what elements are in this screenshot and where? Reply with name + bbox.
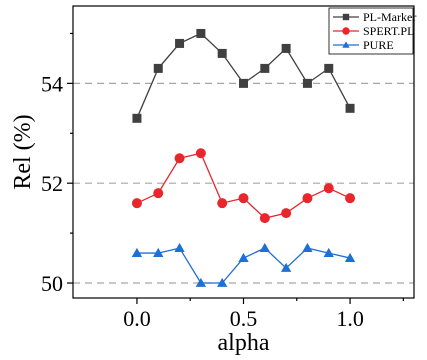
tick-layer: 0.0 0.5 1.0 50 52 54 xyxy=(41,32,404,331)
data-point-spert-pl xyxy=(259,213,270,224)
series-line-pl-marker xyxy=(136,32,351,119)
data-point-pure xyxy=(238,252,249,262)
data-point-pl-marker xyxy=(281,43,291,53)
legend-label-pl-marker: PL-Marker xyxy=(363,10,416,24)
x-axis-title: alpha xyxy=(218,330,270,356)
y-tick-label: 50 xyxy=(41,271,63,296)
legend-marker-pl-marker xyxy=(342,13,350,21)
data-point-pure xyxy=(302,242,313,252)
data-point-spert-pl xyxy=(153,188,164,199)
data-point-pl-marker xyxy=(196,28,206,38)
data-point-pl-marker xyxy=(217,48,227,58)
data-point-pure xyxy=(153,247,164,257)
data-point-pure xyxy=(217,277,228,287)
data-point-pl-marker xyxy=(239,78,248,88)
series-line-spert-pl xyxy=(136,152,351,219)
data-point-pl-marker xyxy=(345,103,355,113)
data-point-spert-pl xyxy=(238,193,249,204)
data-point-pure xyxy=(195,277,207,287)
data-point-spert-pl xyxy=(323,183,334,194)
data-point-spert-pl xyxy=(217,198,228,209)
data-point-pl-marker xyxy=(175,38,185,48)
x-tick-label: 0.5 xyxy=(230,306,258,331)
data-point-pl-marker xyxy=(324,63,334,73)
x-tick-label: 0.0 xyxy=(123,306,151,331)
data-point-spert-pl xyxy=(302,193,313,204)
data-point-pl-marker xyxy=(260,63,270,73)
data-point-spert-pl xyxy=(345,193,356,204)
legend-label-pure: PURE xyxy=(363,38,394,52)
data-point-pure xyxy=(174,242,185,252)
data-point-pure xyxy=(344,252,356,262)
data-point-pure xyxy=(323,247,334,257)
data-point-spert-pl xyxy=(281,208,292,219)
legend-marker-pure xyxy=(342,41,350,48)
data-point-spert-pl xyxy=(174,153,185,164)
data-point-pl-marker xyxy=(302,78,312,88)
data-point-pure xyxy=(280,262,292,272)
data-point-spert-pl xyxy=(131,198,142,209)
data-point-pl-marker xyxy=(132,113,142,123)
y-axis-title: Rel (%) xyxy=(10,114,36,189)
series-layer xyxy=(131,28,356,287)
data-point-pl-marker xyxy=(153,63,163,73)
y-tick-label: 52 xyxy=(41,171,63,196)
data-point-pure xyxy=(131,247,143,257)
x-tick-label: 1.0 xyxy=(336,306,364,331)
data-point-spert-pl xyxy=(195,148,206,159)
y-tick-label: 54 xyxy=(41,71,63,96)
legend-label-spert-pl: SPERT.PL xyxy=(363,24,414,38)
legend-marker-spert-pl xyxy=(342,27,350,35)
data-point-pure xyxy=(259,242,270,252)
